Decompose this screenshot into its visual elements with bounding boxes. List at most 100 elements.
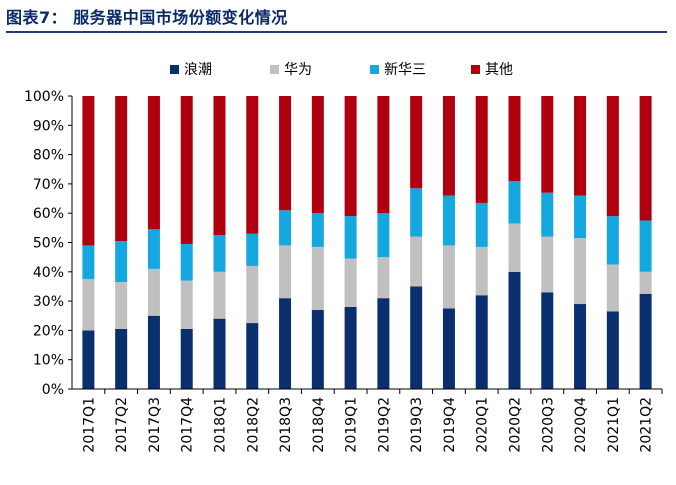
bar-segment-2017Q3-新华三	[147, 229, 160, 269]
legend-swatch-华为	[270, 65, 279, 74]
bar-segment-2020Q1-浪潮	[475, 295, 488, 389]
bar-segment-2021Q1-其他	[606, 96, 619, 217]
bar-segment-2017Q1-华为	[82, 279, 95, 331]
x-tick-label: 2017Q4	[180, 397, 196, 453]
bar-segment-2017Q3-华为	[147, 268, 160, 316]
x-tick-label: 2018Q4	[311, 397, 327, 453]
y-tick-label: 20%	[33, 323, 64, 339]
bar-segment-2019Q4-浪潮	[442, 308, 455, 389]
bar-segment-2021Q2-华为	[639, 271, 652, 294]
y-tick-label: 80%	[33, 148, 64, 164]
title-underline	[6, 31, 667, 33]
bar-segment-2018Q4-浪潮	[311, 309, 324, 389]
legend-label: 浪潮	[184, 62, 212, 78]
x-tick-label: 2019Q3	[409, 397, 425, 453]
x-tick-label: 2019Q2	[376, 397, 392, 453]
bar-segment-2019Q2-华为	[377, 257, 390, 299]
bar-segment-2020Q2-浪潮	[508, 271, 521, 389]
bar-segment-2021Q1-新华三	[606, 216, 619, 265]
y-tick-label: 70%	[33, 177, 64, 193]
y-tick-label: 10%	[33, 353, 64, 369]
legend-label: 其他	[485, 62, 513, 78]
bar-segment-2017Q2-浪潮	[115, 328, 128, 389]
bar-segment-2021Q2-其他	[639, 96, 652, 221]
x-tick-label: 2019Q1	[344, 397, 360, 453]
bar-segment-2017Q2-新华三	[115, 241, 128, 283]
bar-segment-2020Q4-新华三	[574, 195, 587, 239]
bar-segment-2018Q3-其他	[279, 96, 292, 211]
legend-label: 新华三	[384, 62, 426, 78]
y-tick-label: 0%	[42, 382, 64, 398]
bar-segment-2019Q2-新华三	[377, 213, 390, 258]
bar-segment-2019Q3-华为	[410, 236, 423, 287]
bar-segment-2021Q2-浪潮	[639, 293, 652, 389]
bar-segment-2021Q1-华为	[606, 264, 619, 312]
x-tick-label: 2021Q1	[606, 397, 622, 453]
bar-segment-2017Q2-其他	[115, 96, 128, 242]
bar-segment-2018Q2-浪潮	[246, 323, 259, 389]
bar-segment-2018Q4-新华三	[311, 213, 324, 247]
bar-segment-2019Q1-浪潮	[344, 306, 357, 389]
bar-segment-2021Q2-新华三	[639, 220, 652, 272]
y-tick-label: 60%	[33, 206, 64, 222]
bar-segment-2018Q2-其他	[246, 96, 259, 234]
legend-swatch-新华三	[370, 65, 379, 74]
bar-segment-2019Q2-浪潮	[377, 298, 390, 389]
bar-segment-2017Q4-其他	[180, 96, 193, 244]
bar-segment-2019Q4-其他	[442, 96, 455, 196]
bar-segment-2017Q1-新华三	[82, 245, 95, 280]
bar-segment-2020Q4-华为	[574, 238, 587, 305]
bar-segment-2019Q2-其他	[377, 96, 390, 214]
bar-segment-2017Q4-浪潮	[180, 328, 193, 389]
legend-swatch-浪潮	[170, 65, 179, 74]
bar-segment-2018Q1-浪潮	[213, 318, 226, 389]
bar-segment-2020Q3-新华三	[541, 192, 554, 237]
x-tick-label: 2020Q1	[475, 397, 491, 453]
x-tick-label: 2018Q3	[278, 397, 294, 453]
y-tick-label: 30%	[33, 294, 64, 310]
bar-segment-2017Q4-华为	[180, 280, 193, 329]
bar-segment-2018Q1-其他	[213, 96, 226, 236]
bar-segment-2018Q3-华为	[279, 245, 292, 299]
bar-segment-2020Q1-新华三	[475, 202, 488, 247]
bar-segment-2018Q4-其他	[311, 96, 324, 214]
x-tick-label: 2020Q2	[508, 397, 524, 453]
x-tick-label: 2021Q2	[639, 397, 655, 453]
bar-segment-2018Q2-新华三	[246, 233, 259, 266]
bar-segment-2020Q3-华为	[541, 236, 554, 293]
bar-segment-2019Q4-新华三	[442, 195, 455, 246]
bar-segment-2017Q3-浪潮	[147, 315, 160, 389]
bar-segment-2020Q2-其他	[508, 96, 521, 181]
bar-segment-2018Q3-浪潮	[279, 298, 292, 389]
bar-segment-2017Q1-其他	[82, 96, 95, 246]
bar-segment-2020Q2-华为	[508, 223, 521, 272]
bar-segment-2017Q3-其他	[147, 96, 160, 230]
bar-segment-2018Q1-新华三	[213, 235, 226, 272]
bar-segment-2020Q4-其他	[574, 96, 587, 196]
figure-title: 图表7： 服务器中国市场份额变化情况	[6, 8, 288, 27]
bar-segment-2020Q3-浪潮	[541, 292, 554, 389]
x-tick-label: 2018Q2	[245, 397, 261, 453]
bar-segment-2018Q4-华为	[311, 246, 324, 310]
legend-swatch-其他	[471, 65, 480, 74]
y-tick-label: 100%	[24, 89, 64, 105]
bar-segment-2019Q1-华为	[344, 258, 357, 307]
x-tick-label: 2017Q3	[147, 397, 163, 453]
bar-segment-2018Q1-华为	[213, 271, 226, 319]
bar-segment-2019Q3-其他	[410, 96, 423, 189]
bar-segment-2019Q3-浪潮	[410, 286, 423, 389]
y-tick-label: 90%	[33, 118, 64, 134]
bar-segment-2019Q4-华为	[442, 245, 455, 309]
bar-segment-2020Q1-华为	[475, 246, 488, 296]
bar-segment-2019Q3-新华三	[410, 188, 423, 237]
bar-segment-2019Q1-其他	[344, 96, 357, 217]
bar-segment-2019Q1-新华三	[344, 216, 357, 259]
x-tick-label: 2020Q3	[540, 397, 556, 453]
bar-segment-2017Q1-浪潮	[82, 330, 95, 389]
bar-segment-2017Q2-华为	[115, 282, 128, 329]
bar-segment-2020Q2-新华三	[508, 180, 521, 224]
x-tick-label: 2020Q4	[573, 397, 589, 453]
bar-segment-2020Q3-其他	[541, 96, 554, 193]
bar-segment-2020Q4-浪潮	[574, 304, 587, 389]
